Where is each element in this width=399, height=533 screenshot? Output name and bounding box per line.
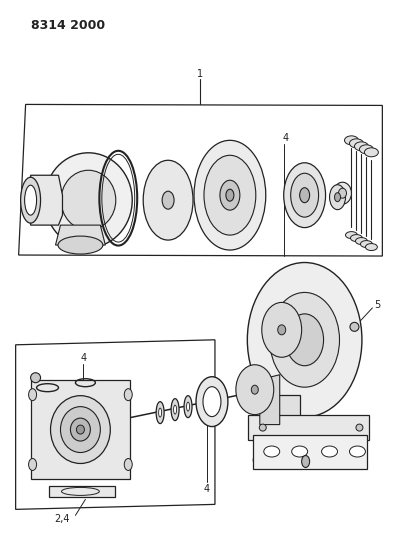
Ellipse shape [350,139,363,148]
Ellipse shape [251,385,258,394]
Ellipse shape [334,193,340,201]
Ellipse shape [25,185,37,215]
Ellipse shape [236,365,274,415]
Text: 5: 5 [374,300,381,310]
Polygon shape [55,225,105,245]
Ellipse shape [29,389,37,401]
Ellipse shape [330,185,346,209]
Ellipse shape [159,408,162,417]
Polygon shape [31,379,130,480]
Circle shape [31,373,41,383]
Ellipse shape [359,145,373,154]
Ellipse shape [187,402,190,411]
Ellipse shape [226,189,234,201]
Ellipse shape [286,314,324,366]
Ellipse shape [220,180,240,210]
Ellipse shape [204,155,256,235]
Ellipse shape [156,402,164,424]
Polygon shape [248,415,369,440]
Ellipse shape [184,395,192,417]
Ellipse shape [124,458,132,471]
Ellipse shape [264,446,280,457]
Ellipse shape [365,244,377,251]
Ellipse shape [346,232,358,239]
Ellipse shape [58,236,103,254]
Ellipse shape [350,322,359,332]
Ellipse shape [262,302,302,357]
Ellipse shape [259,424,266,431]
Ellipse shape [71,418,91,441]
Ellipse shape [278,325,286,335]
Text: 4: 4 [204,484,210,495]
Ellipse shape [194,140,266,250]
Ellipse shape [350,235,362,241]
Ellipse shape [61,407,100,453]
Text: 1: 1 [197,69,203,78]
Ellipse shape [364,148,378,157]
Ellipse shape [174,405,177,414]
Polygon shape [49,487,115,497]
Ellipse shape [334,182,352,204]
Polygon shape [31,175,63,225]
Text: 6: 6 [252,456,258,466]
Text: 3,4: 3,4 [344,455,360,464]
Ellipse shape [77,425,85,434]
Ellipse shape [356,238,367,245]
Ellipse shape [162,191,174,209]
Ellipse shape [344,136,358,145]
Ellipse shape [270,293,340,387]
Ellipse shape [124,389,132,401]
Ellipse shape [284,163,326,228]
Polygon shape [253,434,367,470]
Ellipse shape [143,160,193,240]
Ellipse shape [29,458,37,471]
Ellipse shape [61,170,116,230]
Ellipse shape [338,188,346,198]
Text: 8314 2000: 8314 2000 [31,19,105,31]
Ellipse shape [350,446,365,457]
Ellipse shape [203,386,221,417]
Text: 2,4: 2,4 [55,514,70,524]
Ellipse shape [356,424,363,431]
Polygon shape [260,375,280,425]
Ellipse shape [51,395,110,464]
Ellipse shape [291,173,318,217]
Ellipse shape [247,263,362,417]
Ellipse shape [196,377,228,426]
Ellipse shape [21,177,41,223]
Ellipse shape [292,446,308,457]
Ellipse shape [300,188,310,203]
Ellipse shape [360,240,372,247]
Ellipse shape [322,446,338,457]
Text: 4: 4 [282,133,289,143]
Polygon shape [260,394,300,419]
Ellipse shape [354,142,368,151]
Ellipse shape [45,153,132,247]
Text: 4: 4 [80,353,87,363]
Ellipse shape [302,456,310,467]
Ellipse shape [171,399,179,421]
